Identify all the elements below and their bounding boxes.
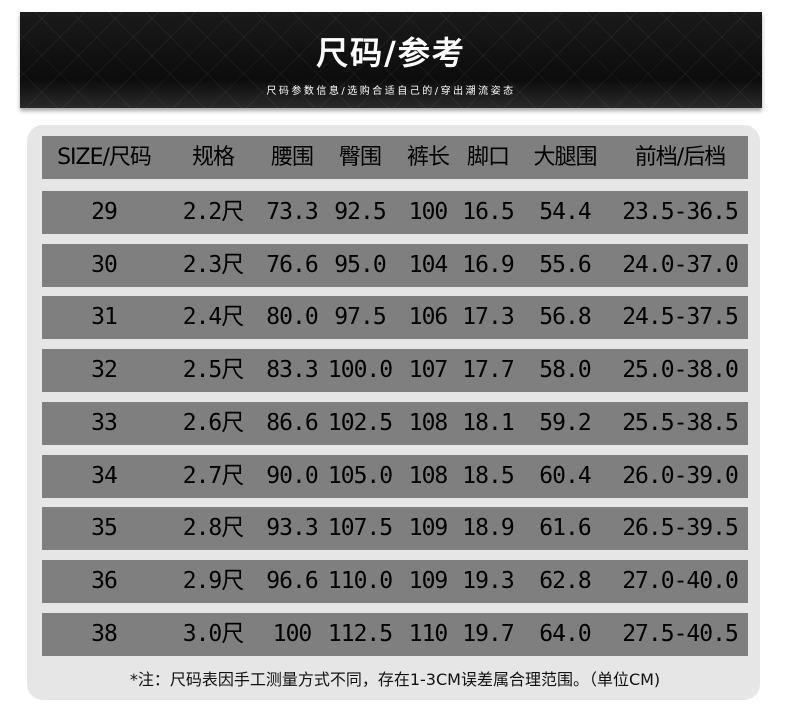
cell-leg-opening: 19.7 xyxy=(462,621,514,647)
cell-spec: 2.6尺 xyxy=(182,410,245,436)
cell-length: 100 xyxy=(408,199,449,225)
banner-subtitle: 尺码参数信息/选购合适自己的/穿出潮流姿态 xyxy=(266,86,516,97)
cell-thigh: 56.8 xyxy=(539,304,591,330)
cell-hip: 107.5 xyxy=(327,515,393,541)
cell-leg-opening: 16.5 xyxy=(462,199,514,225)
cell-size: 34 xyxy=(91,463,118,489)
cell-rise: 27.0-40.0 xyxy=(622,568,739,594)
cell-rise: 26.0-39.0 xyxy=(622,463,739,489)
cell-hip: 100.0 xyxy=(327,357,393,383)
cell-hip: 97.5 xyxy=(334,304,386,330)
header-size: SIZE/尺码 xyxy=(57,145,152,170)
cell-waist: 96.6 xyxy=(266,568,318,594)
cell-leg-opening: 19.3 xyxy=(462,568,514,594)
measurement-note: *注：尺码表因手工测量方式不同，存在1-3CM误差属合理范围。（单位CM) xyxy=(129,670,661,689)
cell-spec: 2.5尺 xyxy=(182,357,245,383)
cell-leg-opening: 16.9 xyxy=(462,252,514,278)
cell-waist: 73.3 xyxy=(266,199,318,225)
cell-length: 108 xyxy=(408,463,449,489)
cell-leg-opening: 18.9 xyxy=(462,515,514,541)
cell-thigh: 61.6 xyxy=(539,515,591,541)
cell-rise: 25.5-38.5 xyxy=(622,410,739,436)
cell-rise: 23.5-36.5 xyxy=(622,199,739,225)
cell-length: 109 xyxy=(408,515,449,541)
cell-thigh: 58.0 xyxy=(539,357,591,383)
table-row: 29 2.2尺 73.3 92.5 100 16.5 54.4 23.5-36.5 xyxy=(42,191,748,234)
cell-waist: 90.0 xyxy=(266,463,318,489)
cell-leg-opening: 17.3 xyxy=(462,304,514,330)
cell-spec: 2.8尺 xyxy=(182,515,245,541)
cell-spec: 2.4尺 xyxy=(182,304,245,330)
header-hip: 臀围 xyxy=(338,145,382,170)
cell-spec: 2.9尺 xyxy=(182,568,245,594)
cell-leg-opening: 17.7 xyxy=(462,357,514,383)
table-row: 32 2.5尺 83.3 100.0 107 17.7 58.0 25.0-38.0 xyxy=(42,349,748,392)
header-thigh: 大腿围 xyxy=(533,145,597,170)
cell-rise: 24.0-37.0 xyxy=(622,252,739,278)
cell-leg-opening: 18.5 xyxy=(462,463,514,489)
banner-title: 尺码/参考 xyxy=(316,34,466,72)
cell-thigh: 59.2 xyxy=(539,410,591,436)
table-row: 34 2.7尺 90.0 105.0 108 18.5 60.4 26.0-39.0 xyxy=(42,455,748,498)
cell-rise: 25.0-38.0 xyxy=(622,357,739,383)
cell-hip: 112.5 xyxy=(327,621,393,647)
table-row: 38 3.0尺 100 112.5 110 19.7 64.0 27.5-40.5 xyxy=(42,613,748,656)
cell-length: 108 xyxy=(408,410,449,436)
cell-waist: 100 xyxy=(272,621,313,647)
cell-size: 35 xyxy=(91,515,118,541)
cell-length: 107 xyxy=(408,357,449,383)
cell-spec: 3.0尺 xyxy=(182,621,245,647)
cell-thigh: 60.4 xyxy=(539,463,591,489)
cell-spec: 2.3尺 xyxy=(182,252,245,278)
cell-thigh: 55.6 xyxy=(539,252,591,278)
cell-leg-opening: 18.1 xyxy=(462,410,514,436)
cell-size: 38 xyxy=(91,621,118,647)
cell-waist: 86.6 xyxy=(266,410,318,436)
cell-waist: 80.0 xyxy=(266,304,318,330)
cell-waist: 93.3 xyxy=(266,515,318,541)
banner: 尺码/参考 尺码参数信息/选购合适自己的/穿出潮流姿态 xyxy=(20,12,762,108)
cell-thigh: 64.0 xyxy=(539,621,591,647)
table-row: 36 2.9尺 96.6 110.0 109 19.3 62.8 27.0-40.0 xyxy=(42,560,748,603)
cell-hip: 102.5 xyxy=(327,410,393,436)
cell-thigh: 62.8 xyxy=(539,568,591,594)
table-row: 35 2.8尺 93.3 107.5 109 18.9 61.6 26.5-39.5 xyxy=(42,507,748,550)
cell-rise: 27.5-40.5 xyxy=(622,621,739,647)
cell-length: 106 xyxy=(408,304,449,330)
cell-size: 29 xyxy=(91,199,118,225)
cell-hip: 105.0 xyxy=(327,463,393,489)
cell-hip: 110.0 xyxy=(327,568,393,594)
cell-size: 30 xyxy=(91,252,118,278)
cell-length: 104 xyxy=(408,252,449,278)
header-leg-opening: 脚口 xyxy=(466,145,510,170)
cell-rise: 26.5-39.5 xyxy=(622,515,739,541)
table-row: 33 2.6尺 86.6 102.5 108 18.1 59.2 25.5-38.5 xyxy=(42,402,748,445)
header-rise: 前档/后档 xyxy=(634,145,726,170)
cell-size: 31 xyxy=(91,304,118,330)
cell-length: 110 xyxy=(408,621,449,647)
cell-spec: 2.7尺 xyxy=(182,463,245,489)
cell-size: 33 xyxy=(91,410,118,436)
cell-hip: 92.5 xyxy=(334,199,386,225)
cell-waist: 76.6 xyxy=(266,252,318,278)
cell-length: 109 xyxy=(408,568,449,594)
cell-rise: 24.5-37.5 xyxy=(622,304,739,330)
header-length: 裤长 xyxy=(406,145,450,170)
table-row: 30 2.3尺 76.6 95.0 104 16.9 55.6 24.0-37.0 xyxy=(42,244,748,287)
header-spec: 规格 xyxy=(191,145,235,170)
cell-size: 36 xyxy=(91,568,118,594)
cell-thigh: 54.4 xyxy=(539,199,591,225)
header-waist: 腰围 xyxy=(270,145,314,170)
table-row: 31 2.4尺 80.0 97.5 106 17.3 56.8 24.5-37.5 xyxy=(42,296,748,339)
cell-size: 32 xyxy=(91,357,118,383)
cell-spec: 2.2尺 xyxy=(182,199,245,225)
table-header: SIZE/尺码 规格 腰围 臀围 裤长 脚口 大腿围 前档/后档 xyxy=(42,136,748,179)
cell-hip: 95.0 xyxy=(334,252,386,278)
cell-waist: 83.3 xyxy=(266,357,318,383)
